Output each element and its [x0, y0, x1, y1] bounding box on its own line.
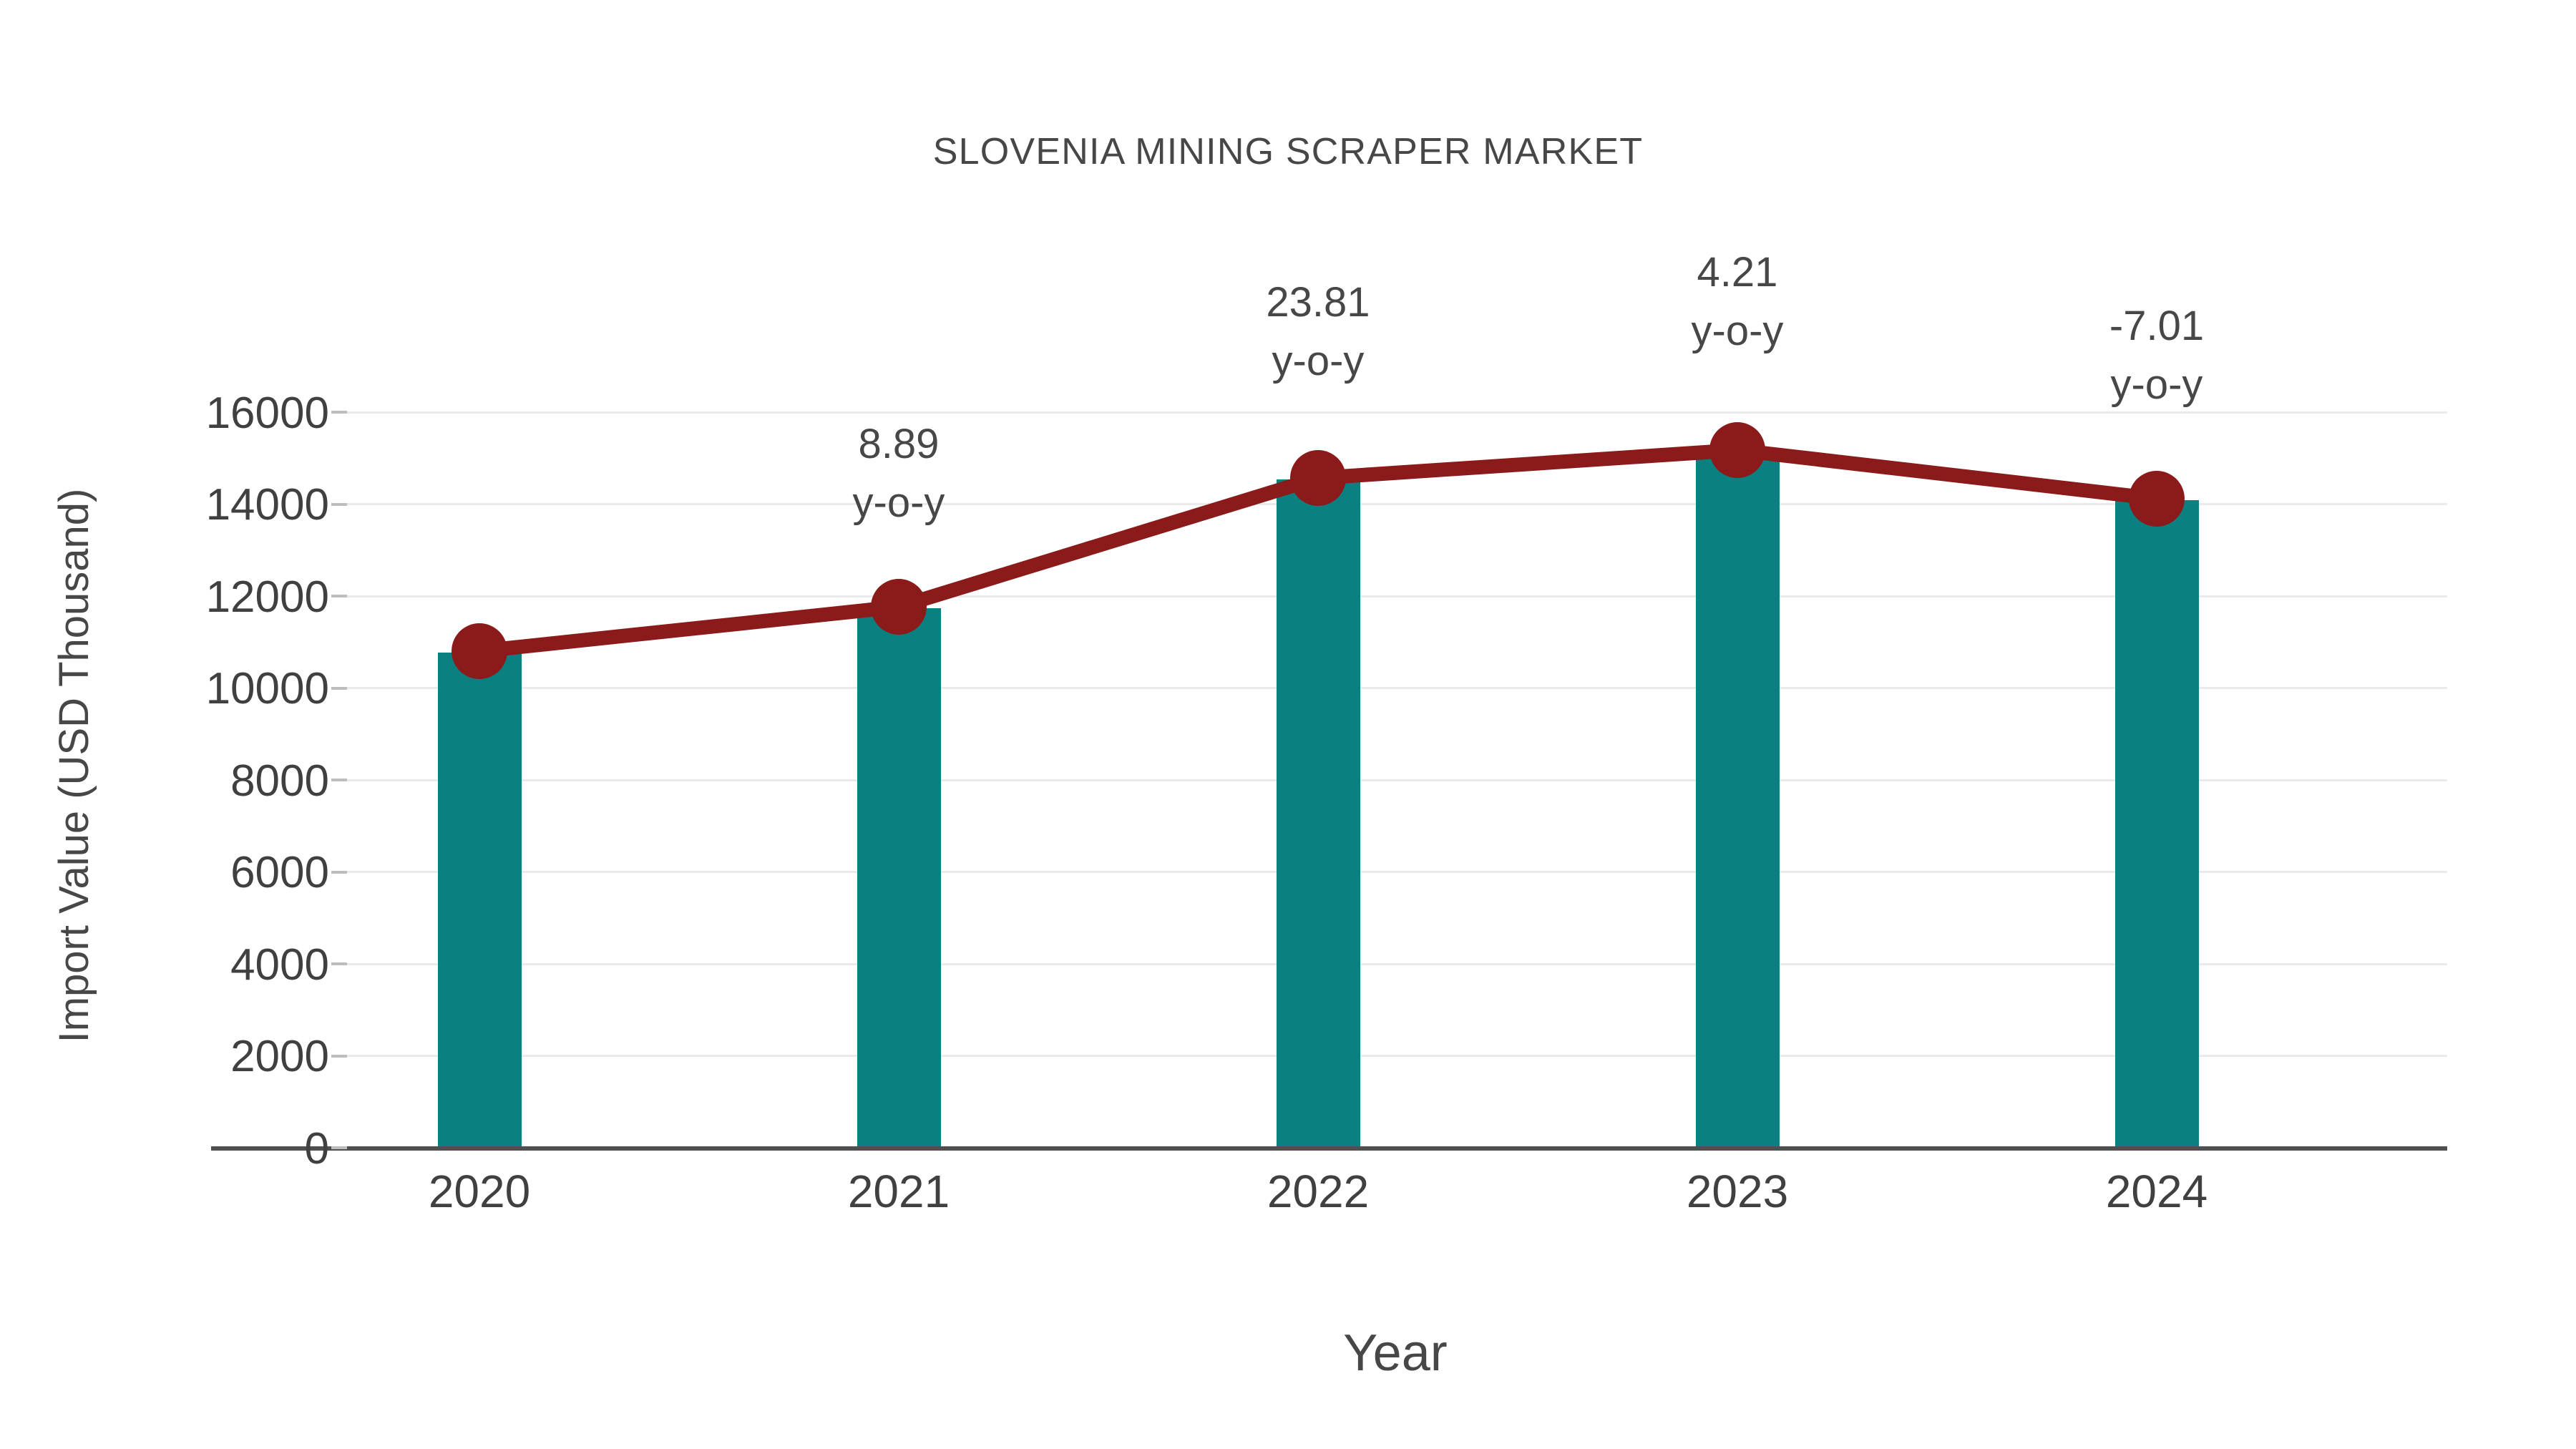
y-tick-8000: 8000	[230, 756, 329, 806]
x-axis-title: Year	[1343, 1324, 1448, 1382]
gridline-4000	[347, 963, 2447, 965]
annotation-2022-value: 23.81	[1266, 279, 1370, 326]
bar-2021[interactable]	[857, 608, 941, 1149]
x-tick-2022: 2022	[1267, 1166, 1370, 1217]
annotation-2022-unit: y-o-y	[1272, 338, 1365, 385]
gridline-16000	[347, 411, 2447, 414]
annotation-2024-unit: y-o-y	[2110, 361, 2203, 409]
y-tick-4000: 4000	[230, 940, 329, 990]
x-tick-2024: 2024	[2105, 1166, 2208, 1217]
annotation-2022: 23.81 y-o-y	[1153, 273, 1483, 391]
gridline-10000	[347, 687, 2447, 689]
x-tick-2021: 2021	[847, 1166, 950, 1217]
x-tick-2020: 2020	[428, 1166, 531, 1217]
annotation-2024: -7.01 y-o-y	[1992, 297, 2321, 415]
gridline-2000	[347, 1055, 2447, 1057]
y-tick-0: 0	[304, 1124, 329, 1174]
gridline-6000	[347, 871, 2447, 873]
bar-2020[interactable]	[438, 653, 522, 1149]
y-tick-6000: 6000	[230, 848, 329, 897]
y-tick-16000: 16000	[205, 389, 329, 438]
gridline-8000	[347, 779, 2447, 781]
chart-title: SLOVENIA MINING SCRAPER MARKET	[932, 131, 1644, 172]
annotation-2023-value: 4.21	[1697, 249, 1778, 296]
annotation-2021-unit: y-o-y	[852, 479, 945, 527]
annotation-2021-value: 8.89	[858, 421, 940, 467]
x-tick-2023: 2023	[1686, 1166, 1789, 1217]
annotation-2023-unit: y-o-y	[1691, 308, 1784, 355]
y-tick-14000: 14000	[205, 480, 329, 530]
annotation-2024-value: -7.01	[2109, 303, 2205, 349]
y-tick-10000: 10000	[205, 664, 329, 713]
annotation-2021: 8.89 y-o-y	[734, 415, 1063, 533]
annotation-2023: 4.21 y-o-y	[1573, 243, 1902, 361]
y-tick-12000: 12000	[205, 572, 329, 622]
x-axis-line	[211, 1146, 2447, 1151]
y-tick-2000: 2000	[230, 1032, 329, 1081]
